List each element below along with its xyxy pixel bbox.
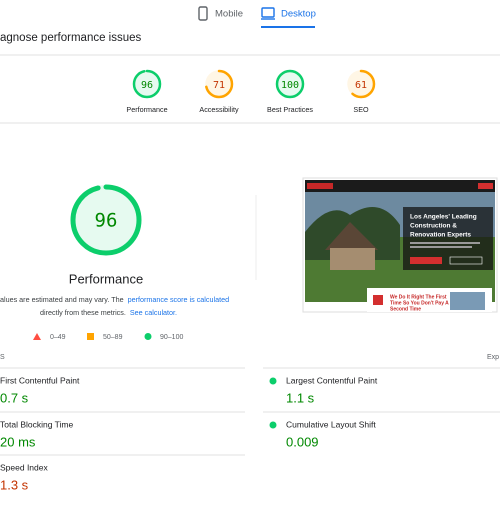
- site-tagline: Time So You Don't Pay A: [390, 300, 449, 306]
- metric-value: 1.3 s: [0, 477, 29, 492]
- gauge-score: 61: [355, 80, 367, 91]
- site-roof: [325, 222, 378, 250]
- site-headline: Renovation Experts: [410, 232, 471, 239]
- gauge-arc: [70, 184, 142, 256]
- metric-value: 0.009: [286, 434, 319, 449]
- metric-value: 1.1 s: [286, 390, 315, 405]
- gauge-label: Accessibility: [199, 105, 239, 114]
- note-text: alues are estimated and may vary. The: [0, 295, 124, 304]
- site-card-icon: [373, 295, 383, 305]
- site-paragraph: [410, 246, 472, 248]
- gauge-bg: [133, 70, 161, 98]
- gauge-bg: [276, 70, 304, 98]
- tab-underline: [261, 26, 315, 28]
- metric-label: First Contentful Paint: [0, 375, 80, 385]
- note: alues are estimated and may vary. The pe…: [0, 295, 229, 304]
- gauge-arc: [132, 69, 162, 99]
- page-screenshot: Los Angeles' Leading Construction & Reno…: [302, 177, 498, 313]
- gauge-bg: [71, 185, 141, 255]
- site-button: [410, 257, 442, 264]
- site-house: [330, 248, 375, 270]
- gauge-label: Performance: [126, 105, 167, 114]
- note-text: directly from these metrics.: [40, 308, 126, 317]
- legend-pass-icon: [144, 333, 152, 340]
- gauge-label: SEO: [353, 105, 369, 114]
- gauge-arc: [346, 69, 376, 99]
- site-logo: [307, 183, 333, 189]
- tab-mobile[interactable]: Mobile: [215, 9, 243, 20]
- metric-label: Cumulative Layout Shift: [286, 419, 376, 429]
- metric-value: 20 ms: [0, 434, 36, 449]
- gauge-label: Performance: [69, 271, 143, 286]
- note-link[interactable]: See calculator.: [130, 308, 177, 317]
- site-card-image: [450, 292, 485, 310]
- metrics-heading: S: [0, 354, 5, 361]
- gauge-label: Best Practices: [267, 105, 313, 114]
- site-headline: Construction &: [410, 223, 457, 230]
- note-link[interactable]: performance score is calculated: [128, 295, 229, 304]
- metric-label: Largest Contentful Paint: [286, 375, 378, 385]
- gauge-arc: [204, 69, 234, 99]
- site-button: [449, 256, 483, 265]
- metric-value: 0.7 s: [0, 390, 29, 405]
- legend-fail-icon: [33, 333, 41, 340]
- mobile-icon: [198, 6, 208, 21]
- gauge-score: 100: [281, 80, 299, 91]
- expand-toggle[interactable]: Exp: [487, 354, 499, 361]
- gauge-arc: [275, 69, 305, 99]
- legend-label: 50–89: [103, 334, 123, 341]
- metric-label: Speed Index: [0, 462, 48, 472]
- gauge-bg: [347, 70, 375, 98]
- legend-label: 90–100: [160, 334, 183, 341]
- note: directly from these metrics. See calcula…: [40, 308, 177, 317]
- site-headline: Los Angeles' Leading: [410, 214, 477, 221]
- site-paragraph: [410, 242, 480, 244]
- site-tagline: We Do It Right The First: [390, 294, 447, 300]
- gauge-score: 96: [95, 210, 118, 232]
- legend-average-icon: [87, 333, 94, 340]
- site-nav-button: [478, 183, 493, 189]
- gauge-score: 71: [213, 80, 225, 91]
- metric-label: Total Blocking Time: [0, 419, 73, 429]
- metric-status-icon: [269, 377, 277, 385]
- legend-label: 0–49: [50, 334, 66, 341]
- desktop-icon: [261, 7, 275, 18]
- metric-status-icon: [269, 421, 277, 429]
- site-nav: [305, 180, 495, 192]
- gauge-score: 96: [141, 80, 153, 91]
- heading: agnose performance issues: [0, 32, 142, 44]
- tab-desktop[interactable]: Desktop: [281, 9, 316, 20]
- gauge-bg: [205, 70, 233, 98]
- site-tagline: Second Time: [390, 306, 421, 312]
